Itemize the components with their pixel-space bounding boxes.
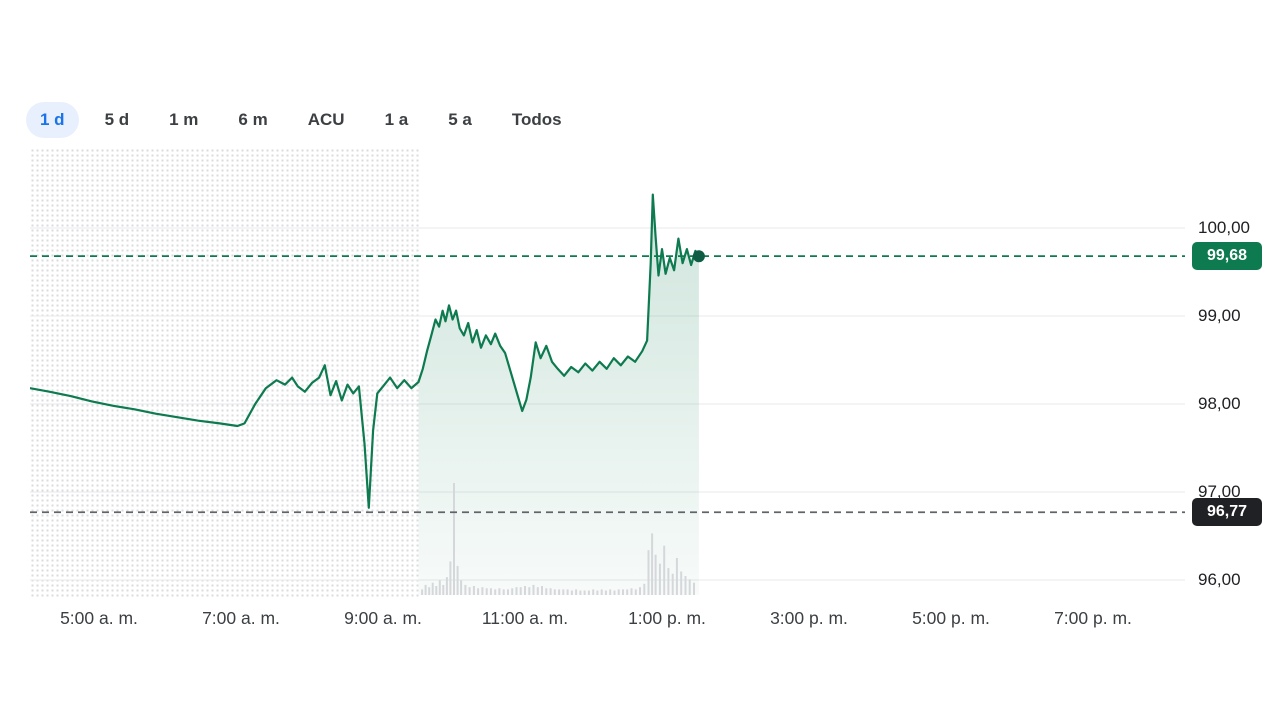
previous-close-badge: 96,77 [1192,498,1262,526]
tab-5a[interactable]: 5 a [434,102,486,138]
tab-6m[interactable]: 6 m [224,102,281,138]
x-axis-label-3pm: 3:00 p. m. [770,608,848,628]
x-axis-label-1pm: 1:00 p. m. [628,608,706,628]
y-axis-label-98: 98,00 [1198,394,1241,413]
current-price-badge: 99,68 [1192,242,1262,270]
tab-1a[interactable]: 1 a [371,102,423,138]
y-axis-label-100: 100,00 [1198,218,1250,237]
x-axis-label-11am: 11:00 a. m. [481,608,569,628]
x-axis-label-5pm: 5:00 p. m. [912,608,990,628]
price-line-chart[interactable] [30,148,1190,600]
x-axis-label-7pm: 7:00 p. m. [1054,608,1132,628]
tab-1d[interactable]: 1 d [26,102,79,138]
x-axis-label-9am: 9:00 a. m. [344,608,422,628]
x-axis-label-7am: 7:00 a. m. [202,608,280,628]
tab-acu[interactable]: ACU [294,102,359,138]
tab-5d[interactable]: 5 d [91,102,144,138]
time-range-tabs: 1 d 5 d 1 m 6 m ACU 1 a 5 a Todos [26,102,576,138]
y-axis-label-96: 96,00 [1198,570,1241,589]
y-axis-label-97: 97,00 [1198,482,1241,501]
tab-1m[interactable]: 1 m [155,102,212,138]
premarket-dotted-region [30,148,419,597]
tab-todos[interactable]: Todos [498,102,576,138]
y-axis-label-99: 99,00 [1198,306,1241,325]
x-axis-label-5am: 5:00 a. m. [60,608,138,628]
